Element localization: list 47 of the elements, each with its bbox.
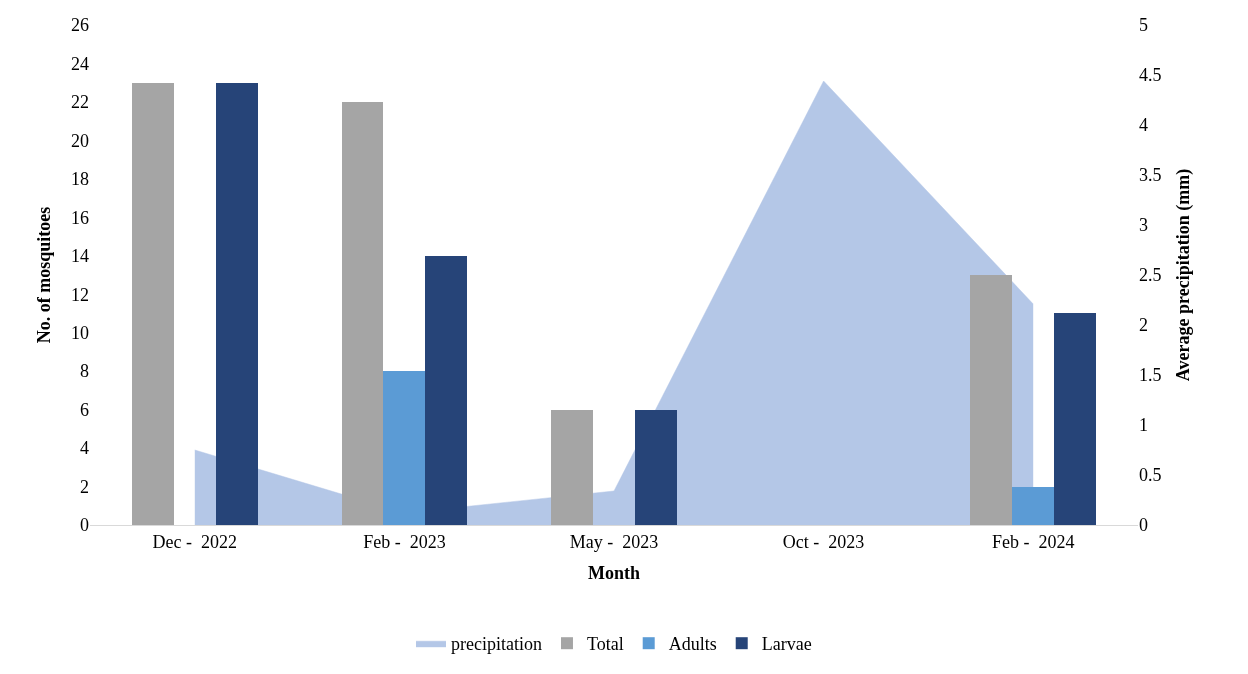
- y-tick-label: 2: [80, 476, 89, 497]
- bar: [551, 410, 593, 525]
- y-axis-title: No. of mosquitoes: [34, 206, 55, 344]
- legend-label: precipitation: [451, 634, 542, 655]
- y-tick-label: 14: [71, 246, 89, 267]
- y2-tick-label: 2: [1139, 315, 1148, 336]
- y-tick-label: 24: [71, 53, 89, 74]
- legend-label: Adults: [668, 634, 717, 655]
- y-tick-label: 4: [80, 438, 89, 459]
- y2-tick-label: 4.5: [1139, 65, 1162, 86]
- legend-label: Total: [586, 634, 624, 655]
- y-tick-label: 18: [71, 169, 89, 190]
- y2-tick-label: 5: [1139, 15, 1148, 36]
- bar: [970, 275, 1012, 525]
- y2-tick-label: 1: [1139, 415, 1148, 436]
- bar: [1054, 313, 1096, 525]
- bar: [383, 371, 425, 525]
- y2-axis-title: Average precipitation (mm): [1172, 168, 1194, 382]
- legend-label: Larvae: [761, 634, 812, 655]
- bar: [342, 102, 383, 525]
- x-tick-label: Feb - 2024: [991, 531, 1075, 552]
- y-tick-label: 20: [71, 130, 89, 151]
- y2-tick-label: 0: [1139, 515, 1148, 536]
- x-tick-label: Dec - 2022: [152, 531, 238, 552]
- y-tick-label: 8: [80, 361, 89, 382]
- bar: [132, 83, 174, 525]
- y2-tick-label: 0.5: [1139, 465, 1162, 486]
- y2-tick-label: 2.5: [1139, 265, 1162, 286]
- y2-tick-label: 3: [1139, 215, 1148, 236]
- bar: [216, 83, 258, 525]
- bar: [1012, 487, 1054, 525]
- y-tick-label: 6: [80, 399, 89, 420]
- y-tick-label: 26: [71, 15, 89, 36]
- y-tick-label: 0: [80, 515, 89, 536]
- x-tick-label: Feb - 2023: [363, 531, 446, 552]
- y-tick-label: 10: [71, 322, 89, 343]
- y-tick-label: 12: [71, 284, 89, 305]
- y2-tick-label: 4: [1139, 115, 1148, 136]
- x-axis-title: Month: [587, 562, 641, 583]
- x-tick-label: May - 2023: [569, 531, 659, 552]
- y2-tick-label: 1.5: [1139, 365, 1162, 386]
- y-tick-label: 16: [71, 207, 89, 228]
- y2-tick-label: 3.5: [1139, 165, 1162, 186]
- y-tick-label: 22: [71, 92, 89, 113]
- x-tick-label: Oct - 2023: [782, 531, 865, 552]
- bar: [635, 410, 677, 525]
- bar: [425, 256, 467, 525]
